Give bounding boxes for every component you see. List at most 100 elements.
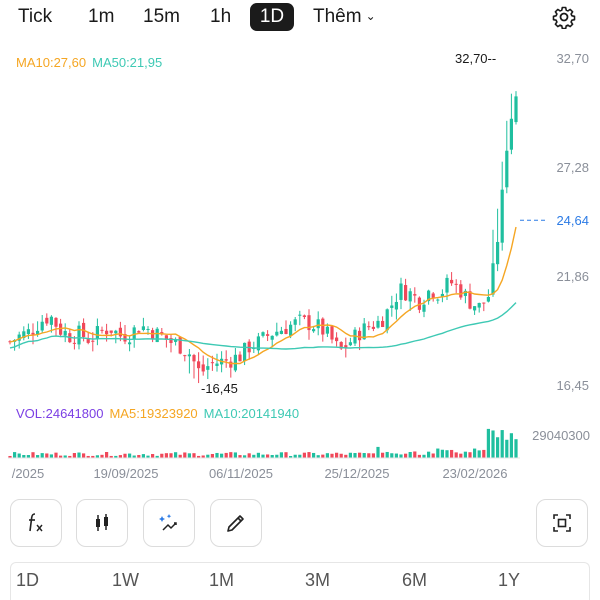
volume-bar: [440, 449, 444, 458]
y-tick-label: 21,86: [556, 269, 589, 284]
min-price-marker: -16,45: [201, 381, 238, 396]
candle-body: [261, 332, 265, 336]
candle-body: [215, 363, 219, 366]
candle-body: [192, 355, 196, 362]
volume-bar: [128, 453, 132, 458]
volume-bar: [252, 454, 256, 458]
candle-body: [105, 330, 109, 335]
volume-bar: [192, 453, 196, 458]
draw-button[interactable]: [210, 499, 262, 547]
volume-bar: [454, 452, 458, 458]
candle-body: [376, 320, 380, 328]
volume-bar: [49, 454, 53, 458]
candlestick-icon: [96, 514, 108, 531]
tab-tick[interactable]: Tick: [18, 6, 53, 27]
candle-body: [178, 336, 182, 354]
max-price-marker: 32,70--: [455, 51, 496, 66]
volume-bar: [404, 453, 408, 458]
tab-1d[interactable]: 1D: [250, 3, 294, 31]
volume-bar: [376, 446, 380, 458]
indicator-button[interactable]: [10, 499, 62, 547]
candle-body: [445, 277, 449, 293]
tab-more[interactable]: Thêm ⌄: [313, 3, 376, 31]
volume-bar: [22, 455, 26, 458]
candle-body: [482, 302, 486, 304]
volume-bar: [220, 453, 224, 458]
candle-body: [413, 294, 417, 296]
volume-bar: [183, 452, 187, 458]
candle-body: [289, 324, 293, 336]
volume-bar: [243, 455, 247, 458]
volume-bar: [362, 453, 366, 458]
price-chart[interactable]: 32,70 27,28 24,64 21,86 16,45 32,70-- -16,45 29…: [0, 40, 600, 488]
candle-body: [187, 354, 191, 357]
tab-1m[interactable]: 1m: [88, 6, 115, 27]
candle-body: [183, 355, 187, 357]
volume-bar: [496, 437, 500, 458]
range-1y[interactable]: 1Y: [498, 570, 521, 590]
candle-body: [316, 319, 320, 329]
volume-bar: [40, 453, 44, 458]
volume-bar: [482, 449, 486, 458]
tab-1h[interactable]: 1h: [210, 6, 232, 27]
gear-icon[interactable]: [552, 5, 576, 29]
volume-bar: [514, 439, 518, 458]
candle-body: [233, 354, 237, 371]
volume-bar: [312, 452, 316, 458]
candle-body: [174, 340, 178, 342]
range-1d[interactable]: 1D: [16, 570, 40, 590]
fullscreen-button[interactable]: [536, 499, 588, 547]
candle-body: [321, 318, 325, 335]
magic-tool-button[interactable]: [143, 499, 195, 547]
candle-body: [197, 361, 201, 369]
range-1m[interactable]: 1M: [209, 570, 235, 590]
volume-bar: [100, 454, 104, 458]
volume-bar: [298, 454, 302, 458]
volume-bar: [266, 454, 270, 458]
volume-bar: [63, 455, 67, 458]
candle-body: [26, 329, 30, 335]
volume-bar: [114, 455, 118, 458]
candle-body: [348, 342, 352, 346]
candle-body: [302, 315, 306, 318]
volume-bar: [399, 454, 403, 458]
candle-body: [381, 320, 385, 328]
volume-bar: [367, 453, 371, 458]
candle-body: [77, 325, 81, 345]
candle-body: [459, 284, 463, 298]
chart-type-button[interactable]: [76, 499, 128, 547]
volume-bar: [137, 454, 141, 458]
candle-body: [325, 326, 329, 334]
volume-bar: [201, 455, 205, 458]
range-3m[interactable]: 3M: [305, 570, 331, 590]
volume-bar: [339, 453, 343, 458]
ma-legend: MA10:27,60 MA50:21,95: [16, 55, 168, 70]
volume-bar: [141, 454, 145, 458]
volume-bar: [91, 455, 95, 458]
candle-body: [422, 304, 426, 312]
candle-body: [399, 283, 403, 300]
range-6m[interactable]: 6M: [402, 570, 428, 590]
volume-bar: [385, 451, 389, 458]
magic-tool-icon: [159, 514, 177, 531]
volume-bar: [82, 453, 86, 458]
volume-bar: [371, 453, 375, 458]
candle-body: [367, 326, 371, 328]
y-tick-label: 16,45: [556, 378, 589, 393]
volume-bar: [486, 428, 490, 458]
range-1w[interactable]: 1W: [112, 570, 139, 590]
x-tick-label: 25/12/2025: [324, 466, 389, 481]
candle-body: [390, 305, 394, 308]
volume-bar: [394, 453, 398, 458]
volume-bar: [422, 454, 426, 458]
volume-bar: [210, 453, 214, 458]
ma10-vol-legend: MA10:20141940: [203, 406, 300, 421]
candle-body: [36, 330, 40, 335]
volume-bar: [473, 448, 477, 458]
volume-bar: [238, 455, 242, 458]
volume-bar: [155, 455, 159, 458]
tab-15m[interactable]: 15m: [143, 6, 180, 27]
candle-body: [436, 299, 440, 301]
candle-body: [312, 329, 316, 332]
volume-bar: [459, 453, 463, 458]
